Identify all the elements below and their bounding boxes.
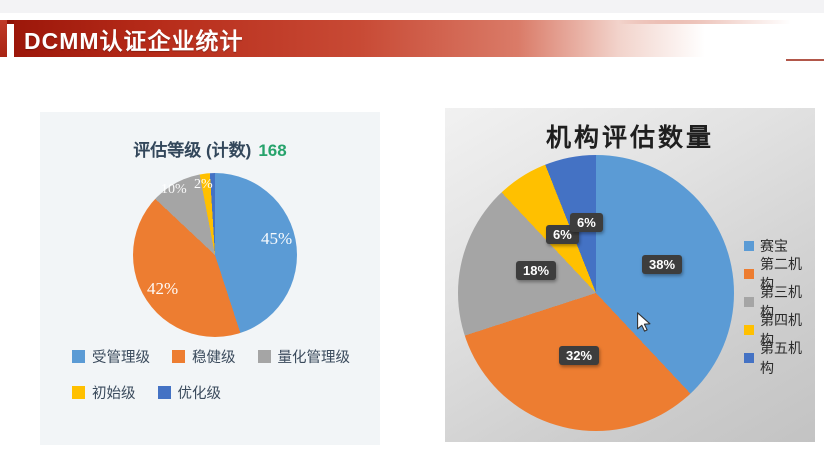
pie-slice-callout: 6% xyxy=(570,213,603,232)
pie-slice-label: 42% xyxy=(147,279,179,298)
top-strip xyxy=(0,0,824,13)
pie-slice-callout: 38% xyxy=(642,255,683,274)
right-chart-legend: 赛宝 第二机构 第三机构 第四机构 第五机构 xyxy=(744,232,815,377)
legend-label: 第二机构 xyxy=(760,258,802,293)
institution-count-pie-chart[interactable]: 38% 32% 18% 6% 6% xyxy=(458,155,734,431)
legend-label: 稳健级 xyxy=(192,350,236,366)
legend-label: 第四机构 xyxy=(760,314,802,349)
legend-swatch xyxy=(744,325,754,335)
legend-swatch xyxy=(72,386,85,399)
legend-swatch xyxy=(157,386,171,399)
legend-label: 受管理级 xyxy=(92,350,150,366)
pie-slice-label: 45% xyxy=(261,229,293,248)
institution-count-chart-card: 机构评估数量 38% 32% 18% 6% 6% 赛宝 第二机构 第三机构 xyxy=(445,108,815,442)
legend-label: 赛宝 xyxy=(760,240,788,255)
legend-label: 第三机构 xyxy=(760,286,802,321)
legend-swatch xyxy=(744,241,754,251)
pie-slice-callout: 18% xyxy=(516,261,557,280)
legend-item: 第四机构 xyxy=(744,314,815,349)
legend-label: 优化级 xyxy=(177,386,222,402)
legend-item: 初始级 xyxy=(72,382,136,403)
legend-swatch xyxy=(744,269,754,279)
pie-slice-label: 2% xyxy=(194,177,213,192)
legend-item: 第二机构 xyxy=(744,258,815,293)
assessment-level-pie-chart[interactable]: 45% 42% 10% 2% xyxy=(133,173,297,337)
legend-label: 量化管理级 xyxy=(277,350,351,366)
legend-item: 量化管理级 xyxy=(257,346,351,367)
legend-swatch xyxy=(172,350,185,363)
legend-swatch xyxy=(72,350,85,363)
legend-item: 赛宝 xyxy=(744,232,815,260)
pie-slice-label: 10% xyxy=(161,182,187,197)
mouse-cursor-icon xyxy=(633,311,655,333)
header-accent-bar xyxy=(0,20,7,57)
header-banner: DCMM认证企业统计 xyxy=(14,20,734,57)
left-chart-title-text: 评估等级 (计数) xyxy=(133,141,252,160)
legend-swatch xyxy=(744,297,754,307)
right-chart-title: 机构评估数量 xyxy=(545,125,714,152)
header-end-line xyxy=(786,59,824,61)
legend-item: 第三机构 xyxy=(744,286,815,321)
assessment-level-chart-card: 评估等级 (计数) 168 45% 42% 10% 2% 受管理级 稳健级 量化管… xyxy=(40,112,380,445)
legend-item: 稳健级 xyxy=(172,346,236,367)
legend-label: 第五机构 xyxy=(760,342,802,377)
legend-item: 第五机构 xyxy=(744,342,815,377)
legend-swatch xyxy=(744,353,754,363)
left-chart-legend: 受管理级 稳健级 量化管理级 初始级 优化级 xyxy=(72,346,364,403)
page-title: DCMM认证企业统计 xyxy=(24,27,244,54)
legend-label: 初始级 xyxy=(92,386,136,402)
left-chart-title: 评估等级 (计数) 168 xyxy=(40,136,380,161)
legend-item: 优化级 xyxy=(157,382,222,403)
legend-item: 受管理级 xyxy=(72,346,150,367)
legend-swatch xyxy=(257,350,271,363)
left-chart-count: 168 xyxy=(258,141,287,160)
pie-slice-callout: 32% xyxy=(559,346,600,365)
